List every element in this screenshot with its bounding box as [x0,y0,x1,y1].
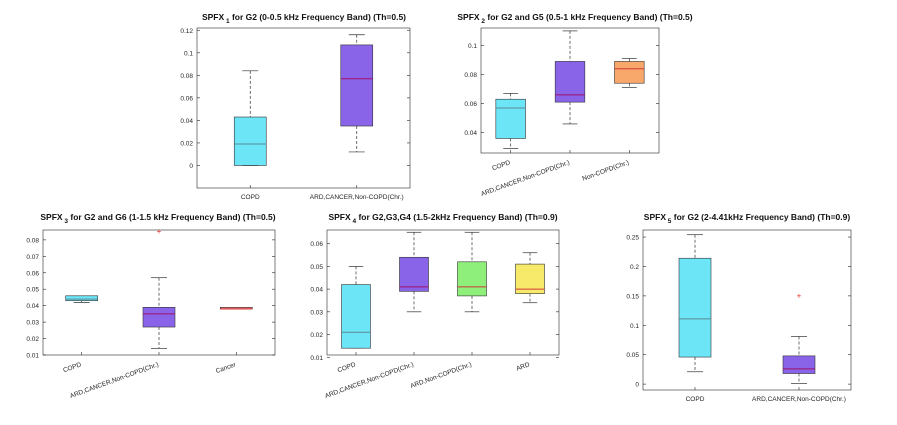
chart-title-rest: for G2 and G6 (1-1.5 kHz Frequency Band)… [68,212,276,222]
chart-panel-5: SPFX 5 for G2 (2-4.41kHz Frequency Band)… [626,212,852,403]
y-tick-label: 0.03 [310,309,323,316]
y-tick-label: 0.12 [180,28,193,35]
y-tick-label: 0.1 [184,50,193,57]
y-tick-label: 0.06 [180,95,193,102]
chart-title-prefix: SPFX [40,212,63,222]
y-tick-label: 0.06 [310,241,323,248]
y-tick-label: 0.2 [630,264,639,271]
x-tick-label: ARD,CANCER,Non-COPD(Chr.) [310,194,404,201]
chart-title-rest: for G2 (0-0.5 kHz Frequency Band) (Th=0.… [230,12,407,22]
chart-title-prefix: SPFX [202,12,225,22]
box-3 [457,261,487,297]
y-tick-label: 0 [635,382,639,389]
y-tick-label: 0 [189,163,193,170]
chart-panel-2: SPFX 2 for G2 and G5 (0.5-1 kHz Frequenc… [457,12,692,198]
box-3 [614,61,645,84]
y-tick-label: 0.05 [26,287,39,294]
y-tick-label: 0.1 [468,43,477,50]
box-2 [782,355,816,374]
chart-title: SPFX 3 for G2 and G6 (1-1.5 kHz Frequenc… [40,212,275,225]
y-tick-label: 0.01 [310,355,323,362]
y-tick-label: 0.02 [180,140,193,147]
chart-title: SPFX 2 for G2 and G5 (0.5-1 kHz Frequenc… [457,12,692,25]
y-tick-label: 0.07 [26,254,39,261]
box-2 [142,307,176,328]
x-tick-label: COPD [241,194,260,201]
plot-area [42,229,276,356]
chart-title-subscript: 3 [63,218,69,225]
y-tick-label: 0.01 [26,353,39,360]
chart-panel-1: SPFX 1 for G2 (0-0.5 kHz Frequency Band)… [180,12,411,201]
y-tick-label: 0.05 [310,264,323,271]
x-tick-label: ARD,CANCER,Non-COPD(Chr.) [752,396,846,403]
y-tick-label: 0.15 [626,293,639,300]
y-tick-label: 0.06 [26,270,39,277]
chart-title: SPFX 1 for G2 (0-0.5 kHz Frequency Band)… [202,12,406,25]
box-1 [233,116,267,166]
chart-title-subscript: 2 [480,18,486,25]
y-tick-label: 0.03 [26,320,39,327]
y-tick-label: 0.04 [464,130,477,137]
chart-title-prefix: SPFX [457,12,480,22]
y-tick-label: 0.02 [26,336,39,343]
chart-title-prefix: SPFX [328,212,351,222]
chart-title-prefix: SPFX [644,212,667,222]
box-2 [340,44,374,127]
y-tick-label: 0.04 [26,303,39,310]
plot-area [642,229,852,391]
box-1 [65,295,98,302]
chart-title-subscript: 1 [224,18,230,25]
box-2 [399,256,429,292]
plot-area [196,27,411,189]
chart-title-rest: for G2,G3,G4 (1.5-2kHz Frequency Band) (… [356,212,558,222]
box-1 [341,284,371,349]
chart-title: SPFX 4 for G2,G3,G4 (1.5-2kHz Frequency … [328,212,557,225]
outlier-marker: + [797,291,802,300]
box-1 [495,98,526,139]
chart-title-rest: for G2 and G5 (0.5-1 kHz Frequency Band)… [485,12,693,22]
y-tick-label: 0.04 [180,118,193,125]
chart-title-subscript: 4 [351,218,357,225]
y-tick-label: 0.08 [180,73,193,80]
y-tick-label: 0.05 [626,352,639,359]
y-tick-label: 0.1 [630,323,639,330]
y-tick-label: 0.06 [464,101,477,108]
chart-title-rest: for G2 (2-4.41kHz Frequency Band) (Th=0.… [671,212,850,222]
chart-title-subscript: 5 [666,218,672,225]
y-tick-label: 0.08 [26,237,39,244]
box-1 [678,257,712,358]
outlier-marker: + [157,227,162,236]
y-tick-label: 0.08 [464,72,477,79]
x-tick-label: ARD [515,361,531,372]
y-tick-label: 0.25 [626,235,639,242]
chart-title: SPFX 5 for G2 (2-4.41kHz Frequency Band)… [644,212,851,225]
x-tick-label: COPD [686,396,705,403]
y-tick-label: 0.02 [310,332,323,339]
y-tick-label: 0.04 [310,287,323,294]
box-2 [554,61,586,103]
